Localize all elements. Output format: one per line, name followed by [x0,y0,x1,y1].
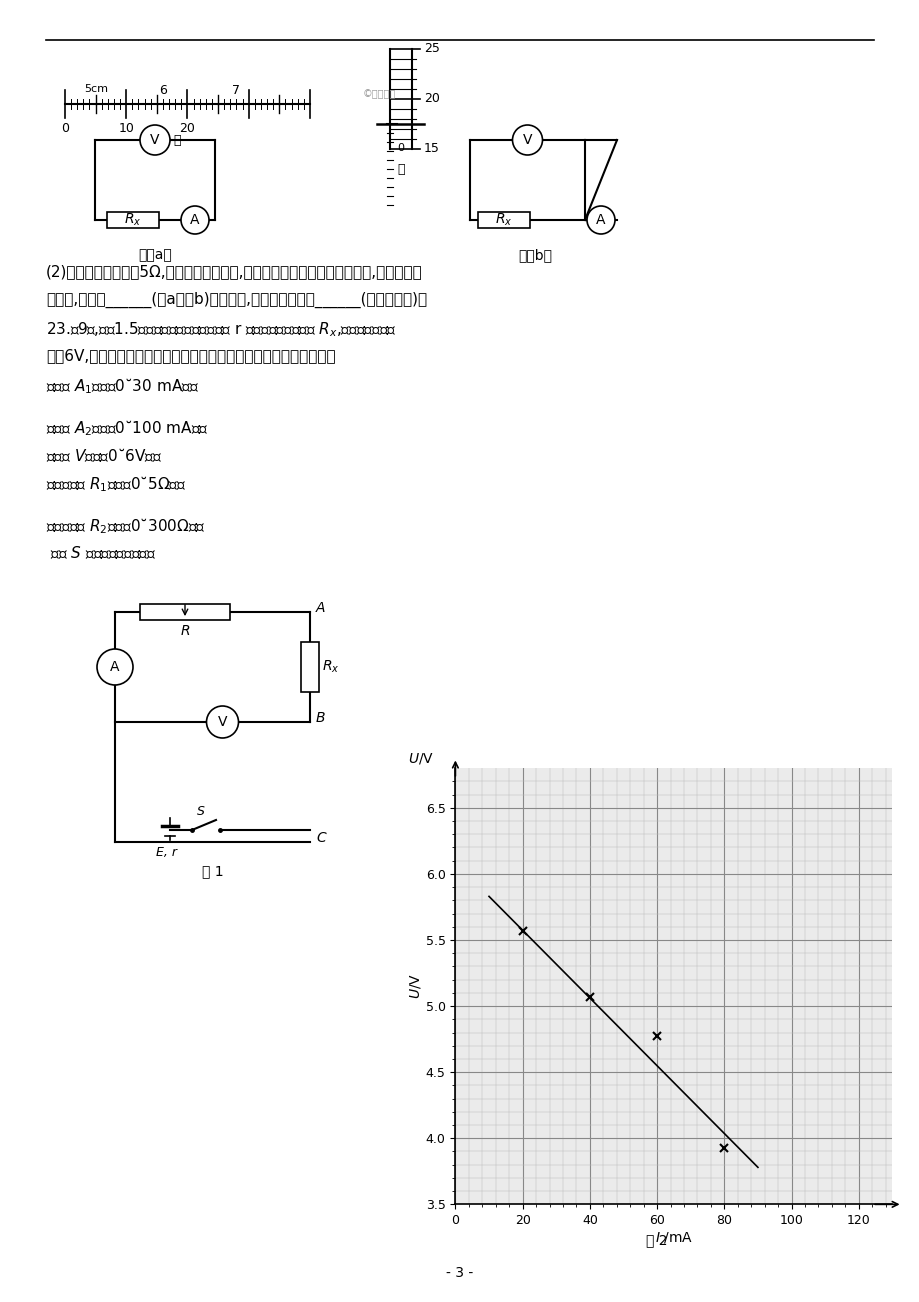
Text: 0: 0 [397,143,404,154]
Bar [107,212,159,228]
Text: - 3 -: - 3 - [446,1266,473,1280]
Text: A: A [190,214,199,227]
Text: 25: 25 [424,43,439,56]
Text: 图（b）: 图（b） [517,247,551,262]
Text: 23.（9分,每空1.5分）用实验测一电池的内阻 r 和一待测电阻的阻值 $R_x$,已知电池的电动: 23.（9分,每空1.5分）用实验测一电池的内阻 r 和一待测电阻的阻值 $R_… [46,320,396,339]
Text: A: A [110,660,119,674]
Bar [478,212,529,228]
Text: ©正确教育: ©正确教育 [363,89,396,99]
Text: A: A [596,214,605,227]
Text: 7: 7 [233,85,240,98]
Circle shape [586,206,614,234]
Circle shape [206,706,238,738]
Text: 图 1: 图 1 [201,865,223,878]
Circle shape [96,648,133,685]
Y-axis label: $U$/V: $U$/V [407,973,423,1000]
Circle shape [140,125,170,155]
Text: 20: 20 [424,92,439,105]
Circle shape [512,125,542,155]
Text: 滑动变阻器 $R_2$（阻值0˘300Ω）；: 滑动变阻器 $R_2$（阻值0˘300Ω）； [46,516,206,535]
Text: V: V [522,133,532,147]
Text: 图（a）: 图（a） [138,247,172,262]
Text: 势约6V,电池内阻和待测电阻阻值都为数十欧。可选用的实验器材有：: 势约6V,电池内阻和待测电阻阻值都为数十欧。可选用的实验器材有： [46,348,335,363]
Text: C: C [315,831,325,845]
Text: 图 2: 图 2 [646,1233,667,1247]
Text: 统误差,则选择______(图a或图b)的电路图,此做法使得结果______(偏大、偏小)。: 统误差,则选择______(图a或图b)的电路图,此做法使得结果______(偏… [46,292,426,309]
X-axis label: $I$ /mA: $I$ /mA [654,1230,692,1245]
Text: 电流表 $A_2$（量程0˘100 mA）；: 电流表 $A_2$（量程0˘100 mA）； [46,418,209,437]
Text: 甲: 甲 [174,134,181,147]
Text: 开关 $S$ 一个，导线若干条。: 开关 $S$ 一个，导线若干条。 [46,544,156,561]
Text: (2)圆柱体阻值大约为5Ω,用伏安法测电阻时,由于电压表、电流表内阻有影响,为了减小系: (2)圆柱体阻值大约为5Ω,用伏安法测电阻时,由于电压表、电流表内阻有影响,为了… [46,264,423,279]
Text: $U$/V: $U$/V [408,750,434,766]
Bar [301,642,319,691]
Bar [140,604,230,620]
Text: V: V [150,133,160,147]
Text: $R_x$: $R_x$ [494,212,512,228]
Text: 5cm: 5cm [85,85,108,94]
Text: $R_x$: $R_x$ [124,212,142,228]
Text: 乙: 乙 [397,163,404,176]
Text: $R_x$: $R_x$ [322,659,339,676]
Text: 20: 20 [179,122,195,135]
Text: 电压表 $V$（量程0˘6V）；: 电压表 $V$（量程0˘6V）； [46,447,162,464]
Text: 15: 15 [424,142,439,155]
Text: V: V [218,715,227,729]
Text: E, r: E, r [156,846,176,859]
Text: A: A [315,602,325,615]
Text: 10: 10 [119,122,134,135]
Circle shape [181,206,209,234]
Text: 电流表 $A_1$（量程0˘30 mA）；: 电流表 $A_1$（量程0˘30 mA）； [46,376,199,396]
Text: $S$: $S$ [196,805,205,818]
Text: 0: 0 [61,122,69,135]
Text: B: B [315,711,325,725]
Text: 6: 6 [159,85,166,98]
Text: 滑动变阻器 $R_1$（阻值0˘5Ω）；: 滑动变阻器 $R_1$（阻值0˘5Ω）； [46,474,186,493]
Text: R: R [180,624,189,638]
